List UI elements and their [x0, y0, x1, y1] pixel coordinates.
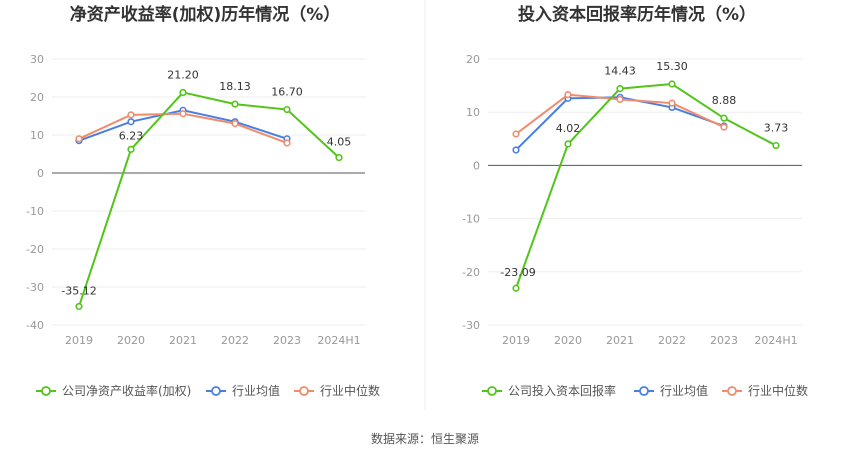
data-point	[616, 85, 624, 93]
y-tick-label: 20	[466, 53, 480, 66]
data-point	[564, 91, 572, 99]
y-tick-label: 0	[37, 167, 44, 180]
legend-marker	[299, 386, 309, 396]
data-point	[127, 118, 135, 126]
data-point	[772, 141, 780, 150]
legend-marker	[487, 386, 497, 396]
legend-marker	[727, 386, 737, 396]
data-point	[179, 88, 187, 97]
x-tick-label: 2019	[65, 334, 93, 347]
y-tick-label: -30	[462, 319, 480, 332]
legend-item[interactable]: 行业均值	[206, 383, 280, 398]
y-tick-label: -20	[26, 243, 44, 256]
x-tick-label: 2024H1	[754, 334, 797, 347]
legend-label: 行业中位数	[748, 383, 808, 398]
data-point	[231, 119, 239, 128]
data-point	[616, 95, 624, 104]
roic-chart: 投入资本回报率历年情况（%） 20 10 0 -10 -20 -30 2019 2020 2021…	[462, 4, 808, 398]
legend-item[interactable]: 行业中位数	[294, 383, 380, 398]
data-label: 6.23	[119, 129, 144, 142]
chart-title: 净资产收益率(加权)历年情况（%）	[70, 4, 341, 25]
data-point	[75, 302, 83, 311]
y-tick-label: 0	[473, 159, 480, 172]
legend-item[interactable]: 行业均值	[634, 383, 708, 398]
data-point	[283, 105, 291, 114]
y-tick-label: 10	[30, 129, 44, 142]
data-point	[179, 110, 187, 118]
series-line	[515, 96, 725, 151]
data-point	[668, 80, 676, 88]
data-point	[127, 145, 135, 153]
x-tick-label: 2023	[273, 334, 301, 347]
x-tick-label: 2024H1	[317, 334, 360, 347]
legend-label: 行业均值	[232, 383, 280, 398]
data-label: 21.20	[167, 68, 199, 81]
x-tick-label: 2019	[502, 334, 530, 347]
x-tick-label: 2022	[221, 334, 249, 347]
y-tick-label: -10	[26, 205, 44, 218]
data-point	[512, 130, 520, 138]
data-point	[75, 135, 83, 143]
series-line	[78, 91, 340, 307]
data-label: 4.02	[556, 122, 581, 135]
x-tick-label: 2021	[606, 334, 634, 347]
series-line	[515, 82, 777, 289]
x-tick-label: 2020	[554, 334, 582, 347]
y-tick-label: 10	[466, 106, 480, 119]
data-point	[512, 146, 520, 154]
x-tick-label: 2020	[117, 334, 145, 347]
data-point	[231, 100, 239, 108]
y-tick-label: -20	[462, 266, 480, 279]
data-label: -35.12	[61, 284, 96, 297]
data-point	[668, 99, 676, 107]
y-tick-label: -40	[26, 319, 44, 332]
legend-label: 公司投入资本回报率	[508, 383, 616, 398]
data-point	[720, 114, 728, 122]
y-tick-label: 20	[30, 91, 44, 104]
data-label: 16.70	[271, 86, 303, 99]
data-point	[512, 284, 520, 292]
legend-label: 公司净资产收益率(加权)	[62, 383, 191, 398]
legend-label: 行业均值	[660, 383, 708, 398]
data-label: 14.43	[604, 65, 636, 78]
legend-marker	[639, 386, 649, 396]
data-point	[720, 123, 728, 131]
legend-item[interactable]: 公司投入资本回报率	[482, 383, 616, 398]
legend-marker	[41, 386, 51, 396]
chart-title: 投入资本回报率历年情况（%）	[518, 4, 756, 25]
x-tick-label: 2022	[658, 334, 686, 347]
legend-marker	[211, 386, 221, 396]
data-label: 15.30	[656, 60, 688, 73]
y-tick-label: -30	[26, 281, 44, 294]
legend-item[interactable]: 行业中位数	[722, 383, 808, 398]
legend-item[interactable]: 公司净资产收益率(加权)	[36, 383, 191, 398]
x-tick-label: 2021	[169, 334, 197, 347]
data-point	[127, 111, 135, 119]
data-label: 18.13	[219, 80, 251, 93]
x-tick-label: 2023	[710, 334, 738, 347]
data-point	[564, 140, 572, 148]
data-point	[335, 154, 343, 162]
data-label: 4.05	[327, 136, 352, 149]
data-point	[283, 139, 291, 147]
data-label: -23.09	[500, 266, 535, 279]
legend-label: 行业中位数	[320, 383, 380, 398]
data-label: 3.73	[764, 122, 789, 135]
data-label: 8.88	[712, 94, 737, 107]
source-text: 数据来源：恒生聚源	[371, 431, 479, 446]
roe-chart: 净资产收益率(加权)历年情况（%） 30 20 10 0 -10 -20 -30 -40 2019…	[26, 4, 380, 398]
y-tick-label: -10	[462, 213, 480, 226]
y-tick-label: 30	[30, 53, 44, 66]
